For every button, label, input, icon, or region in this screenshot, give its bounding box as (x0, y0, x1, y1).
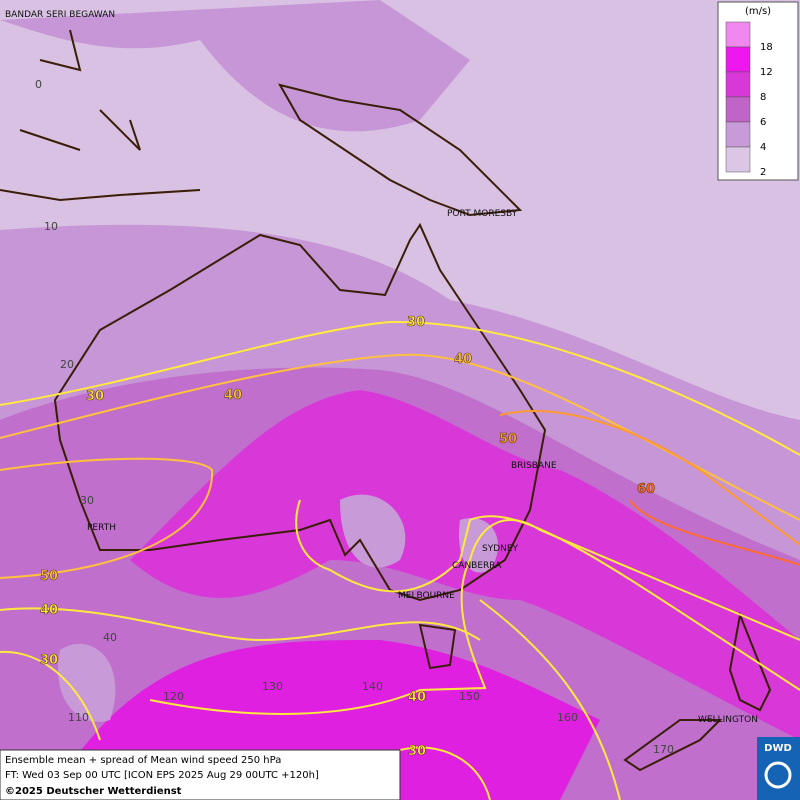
legend-label: 12 (760, 67, 773, 78)
contour-line (0, 320, 800, 456)
city-label: BRISBANE (511, 461, 557, 471)
logo-text: DWD (764, 743, 792, 754)
city-label: BANDAR SERI BEGAWAN (5, 10, 115, 20)
grid-label: 10 (44, 220, 58, 233)
legend-label: 18 (760, 42, 773, 53)
city-label: MELBOURNE (398, 591, 455, 601)
legend-swatch (725, 71, 751, 98)
contour-label: 40 (40, 603, 58, 618)
legend-swatch (725, 146, 751, 173)
city-label: WELLINGTON (698, 715, 758, 725)
grid-label: 20 (60, 358, 74, 371)
grid-label: 150 (459, 690, 480, 703)
calm-patch (58, 494, 499, 722)
grid-label: 130 (262, 680, 283, 693)
contour-label: 40 (408, 690, 426, 705)
grid-label: 170 (653, 743, 674, 756)
contours: 30 40 30 40 50 60 50 40 30 40 30 (0, 315, 800, 800)
grid-label: 160 (557, 711, 578, 724)
logo-mark (764, 761, 792, 789)
city-label: SYDNEY (482, 544, 519, 554)
legend-label: 2 (760, 167, 766, 178)
forecast-time: FT: Wed 03 Sep 00 UTC [ICON EPS 2025 Aug… (5, 770, 319, 781)
legend-swatch (725, 121, 751, 148)
light-region (0, 0, 800, 420)
legend-swatch (725, 46, 751, 73)
legend-unit: (m/s) (745, 6, 771, 17)
contour-label: 30 (408, 744, 426, 759)
contour-label: 30 (40, 653, 58, 668)
contour-line (499, 410, 800, 546)
city-label: PERTH (87, 523, 116, 533)
contour-label: 60 (637, 482, 655, 497)
grid-label: 120 (163, 690, 184, 703)
city-label: PORT MORESBY (447, 209, 518, 219)
legend-label: 6 (760, 117, 766, 128)
contour-line (149, 519, 800, 715)
legend-label: 4 (760, 142, 766, 153)
contour-line (399, 746, 491, 800)
jet-band (130, 390, 800, 740)
contour-label: 30 (407, 315, 425, 330)
city-label: CANBERRA (452, 561, 502, 571)
grid-label: 0 (35, 78, 42, 91)
legend-label: 8 (760, 92, 766, 103)
contour-line (295, 499, 800, 691)
legend-swatch (725, 21, 751, 48)
grid-label: 110 (68, 711, 89, 724)
grid-label: 140 (362, 680, 383, 693)
contour-line (0, 650, 101, 741)
contour-label: 30 (86, 389, 104, 404)
copyright: ©2025 Deutscher Wetterdienst (5, 786, 182, 797)
mid-region (0, 0, 470, 132)
logo-box (757, 737, 800, 800)
contour-label: 50 (40, 569, 58, 584)
contour-label: 50 (499, 432, 517, 447)
contour-line (629, 499, 800, 566)
contour-line (479, 599, 621, 800)
contour-label: 40 (224, 388, 242, 403)
grid-label: 30 (80, 494, 94, 507)
contour-line (0, 607, 481, 642)
coastlines (0, 29, 772, 772)
contour-label: 40 (454, 352, 472, 367)
footer-box (0, 749, 401, 800)
grid-label: 40 (103, 631, 117, 644)
contour-line (0, 457, 214, 579)
legend-swatch (725, 96, 751, 123)
map-title: Ensemble mean + spread of Mean wind spee… (5, 755, 281, 766)
